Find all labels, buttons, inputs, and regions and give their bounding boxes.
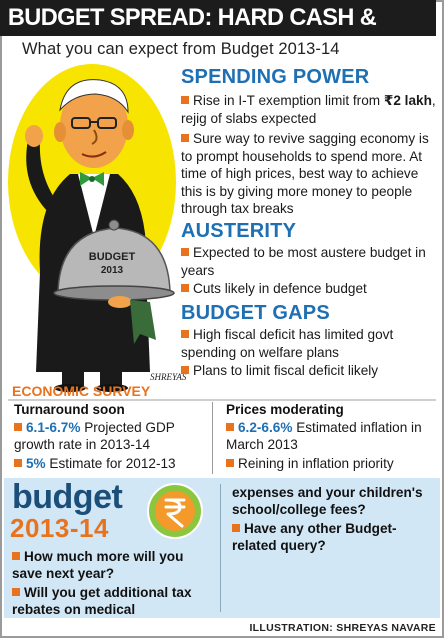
artist-signature: SHREYAS <box>150 372 187 382</box>
bullet-square-icon <box>181 366 189 374</box>
rupee-coin-icon <box>147 483 203 539</box>
budget-gaps-bullet-2: Plans to limit fiscal deficit likely <box>181 362 436 380</box>
spending-power-bullet-1: Rise in I-T exemption limit from ₹2 lakh… <box>181 93 436 126</box>
bullet-square-icon <box>181 96 189 104</box>
bullet-square-icon <box>181 248 189 256</box>
spending-power-title: SPENDING POWER <box>181 66 370 88</box>
bullet-square-icon <box>226 459 234 467</box>
bullet-square-icon <box>181 284 189 292</box>
promo-question-1: How much more will you save next year? <box>12 549 184 581</box>
amount-highlight: ₹2 lakh <box>383 93 432 108</box>
austerity-bullet-2: Cuts likely in defence budget <box>181 280 436 298</box>
finance-minister-illustration: BUDGET 2013 SHREYAS <box>8 64 187 392</box>
bullet-square-icon <box>12 588 20 596</box>
bullet-square-icon <box>181 134 189 142</box>
promo-divider <box>220 484 221 612</box>
column-divider <box>212 402 213 474</box>
austerity-bullet-1: Expected to be most austere budget in ye… <box>181 245 426 278</box>
budget-query-box <box>4 478 440 618</box>
bullet-square-icon <box>181 330 189 338</box>
budget-logo-year: 2013-14 <box>10 513 109 543</box>
subhead: What you can expect from Budget 2013-14 <box>22 40 340 58</box>
illustration-credit: ILLUSTRATION: SHREYAS NAVARE <box>249 622 436 634</box>
turnaround-heading: Turnaround soon <box>14 402 125 417</box>
bullet-square-icon <box>226 423 234 431</box>
gdp-projection: 6.1-6.7% Projected GDP growth rate in 20… <box>14 420 175 452</box>
tray-text-year: 2013 <box>101 265 124 276</box>
promo-question-3: Have any other Budget-related query? <box>232 521 397 553</box>
promo-question-2: Will you get additional tax rebates on m… <box>12 585 192 617</box>
bullet-square-icon <box>12 552 20 560</box>
promo-question-2-continued: expenses and your children's school/coll… <box>232 485 423 517</box>
austerity-title: AUSTERITY <box>181 220 297 242</box>
prices-heading: Prices moderating <box>226 402 344 417</box>
bullet-square-icon <box>232 524 240 532</box>
inflation-priority: Reining in inflation priority <box>226 455 434 472</box>
bullet-square-icon <box>14 423 22 431</box>
inflation-estimate: 6.2-6.6% Estimated inflation in March 20… <box>226 420 422 452</box>
budget-gaps-bullet-1: High fiscal deficit has limited govt spe… <box>181 327 394 360</box>
headline: BUDGET SPREAD: HARD CASH & COLD CUTS <box>0 0 436 67</box>
bullet-square-icon <box>14 459 22 467</box>
tray-text-budget: BUDGET <box>89 251 136 263</box>
gdp-estimate: 5% Estimate for 2012-13 <box>14 455 210 472</box>
economic-survey-title: ECONOMIC SURVEY <box>12 383 151 399</box>
section-divider <box>8 399 436 401</box>
spending-power-bullet-2: Sure way to revive sagging economy is to… <box>181 131 429 216</box>
budget-logo-word: budget <box>12 478 123 516</box>
budget-gaps-title: BUDGET GAPS <box>181 302 330 324</box>
